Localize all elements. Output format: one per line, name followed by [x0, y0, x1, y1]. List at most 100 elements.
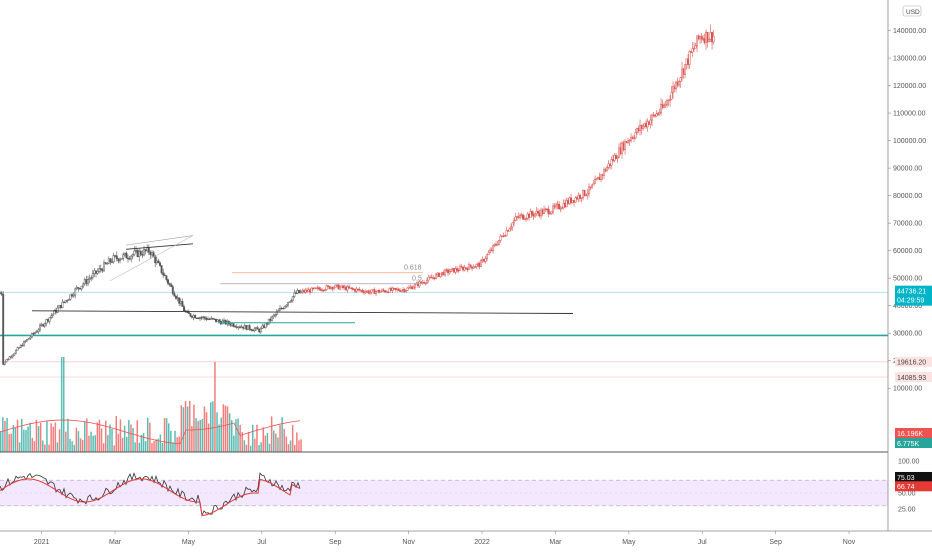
historical-candle	[194, 315, 197, 319]
x-tick-label: Sep	[329, 539, 342, 546]
volume-bar	[10, 433, 12, 452]
x-tick-label: 2022	[474, 539, 490, 546]
historical-candle	[267, 318, 270, 325]
projected-candle	[402, 289, 404, 291]
projected-candle	[535, 210, 538, 214]
historical-candle	[234, 326, 237, 328]
projected-candle	[462, 267, 464, 271]
historical-candle	[200, 317, 203, 319]
projected-candle	[627, 140, 629, 144]
historical-candle	[16, 347, 19, 351]
projected-candle	[670, 92, 673, 100]
historical-candle	[170, 284, 173, 287]
historical-candle	[67, 298, 70, 301]
historical-candle	[168, 283, 171, 285]
projected-candle	[580, 197, 583, 199]
historical-candle	[72, 294, 75, 297]
projected-candle	[691, 48, 694, 53]
projected-candle	[507, 230, 509, 232]
projected-candle	[361, 290, 364, 292]
historical-candle	[183, 306, 185, 312]
fib-05-label: 0.5	[412, 276, 422, 283]
projected-candle	[559, 208, 562, 210]
projected-candle	[429, 276, 431, 279]
volume-bar	[109, 424, 111, 452]
historical-candle	[151, 252, 153, 256]
projected-candle	[511, 222, 514, 228]
projected-candle	[472, 266, 475, 269]
projected-candle	[354, 288, 356, 292]
projected-candle	[519, 215, 521, 218]
projected-candle	[336, 284, 338, 286]
historical-candle	[242, 326, 245, 329]
projected-candle	[318, 287, 320, 290]
projected-candle	[625, 141, 628, 144]
volume-bar	[94, 435, 96, 452]
projected-candle	[448, 271, 451, 274]
historical-candle	[35, 331, 38, 333]
historical-candle	[163, 274, 166, 277]
historical-candle	[130, 255, 133, 260]
volume-bar	[71, 441, 73, 452]
projected-candle	[663, 105, 665, 108]
volume-bar	[191, 425, 193, 452]
projected-candle	[577, 194, 580, 200]
volume-bar	[31, 437, 33, 452]
y-tick-label: 60000.00	[893, 248, 922, 255]
historical-candle	[245, 325, 248, 330]
projected-candle	[316, 287, 319, 289]
rsi-ma-value: 66.74	[897, 484, 915, 491]
projected-candle	[582, 189, 584, 199]
projected-candle	[655, 113, 658, 117]
historical-candle	[159, 262, 161, 266]
x-tick-label: Jul	[698, 539, 707, 546]
volume-bar	[170, 430, 172, 452]
wedge-upper	[125, 235, 194, 246]
projected-candle	[693, 47, 695, 50]
projected-candle	[556, 203, 559, 206]
projected-candle	[496, 244, 499, 246]
volume-bar	[252, 424, 254, 452]
projected-candle	[360, 290, 362, 292]
projected-candle	[675, 81, 677, 89]
projected-candle	[352, 288, 355, 290]
volume-bar	[182, 407, 185, 452]
x-tick-label: Nov	[402, 539, 415, 546]
historical-candle	[37, 329, 40, 332]
volume-bar	[90, 431, 92, 452]
projected-candle	[706, 31, 709, 43]
volume-bar	[226, 406, 229, 452]
volume-bar	[275, 433, 277, 452]
projected-candle	[652, 114, 655, 117]
volume-bar	[172, 442, 174, 452]
projected-candle	[478, 262, 481, 267]
projected-candle	[546, 208, 548, 211]
projected-candle	[513, 220, 515, 224]
x-tick-label: Mar	[549, 539, 562, 546]
x-tick-label: Nov	[843, 539, 856, 546]
projected-candle	[340, 285, 343, 288]
y-tick-label: 120000.00	[893, 83, 926, 90]
projected-candle	[517, 216, 520, 218]
historical-candle	[205, 317, 208, 320]
historical-candle	[43, 323, 46, 327]
wedge-lower	[109, 235, 194, 282]
volume-bar	[111, 428, 113, 452]
projected-candle	[621, 142, 623, 154]
volume-bar	[241, 432, 243, 452]
projected-candle	[430, 276, 433, 279]
historical-candle	[266, 322, 269, 325]
historical-candle	[136, 249, 139, 257]
volume-bar	[136, 420, 138, 452]
projected-candle	[501, 235, 503, 237]
projected-candle	[375, 291, 377, 294]
projected-candle	[363, 291, 365, 294]
projected-candle	[595, 178, 598, 180]
volume-bar	[273, 430, 275, 452]
projected-candle	[571, 199, 574, 204]
last-price-badge	[895, 285, 932, 306]
historical-candle	[59, 305, 62, 309]
historical-candle	[178, 297, 181, 304]
price-labels: 44736.21 04:29:59 19616.20 14085.93 16.196K 6…	[895, 285, 932, 492]
